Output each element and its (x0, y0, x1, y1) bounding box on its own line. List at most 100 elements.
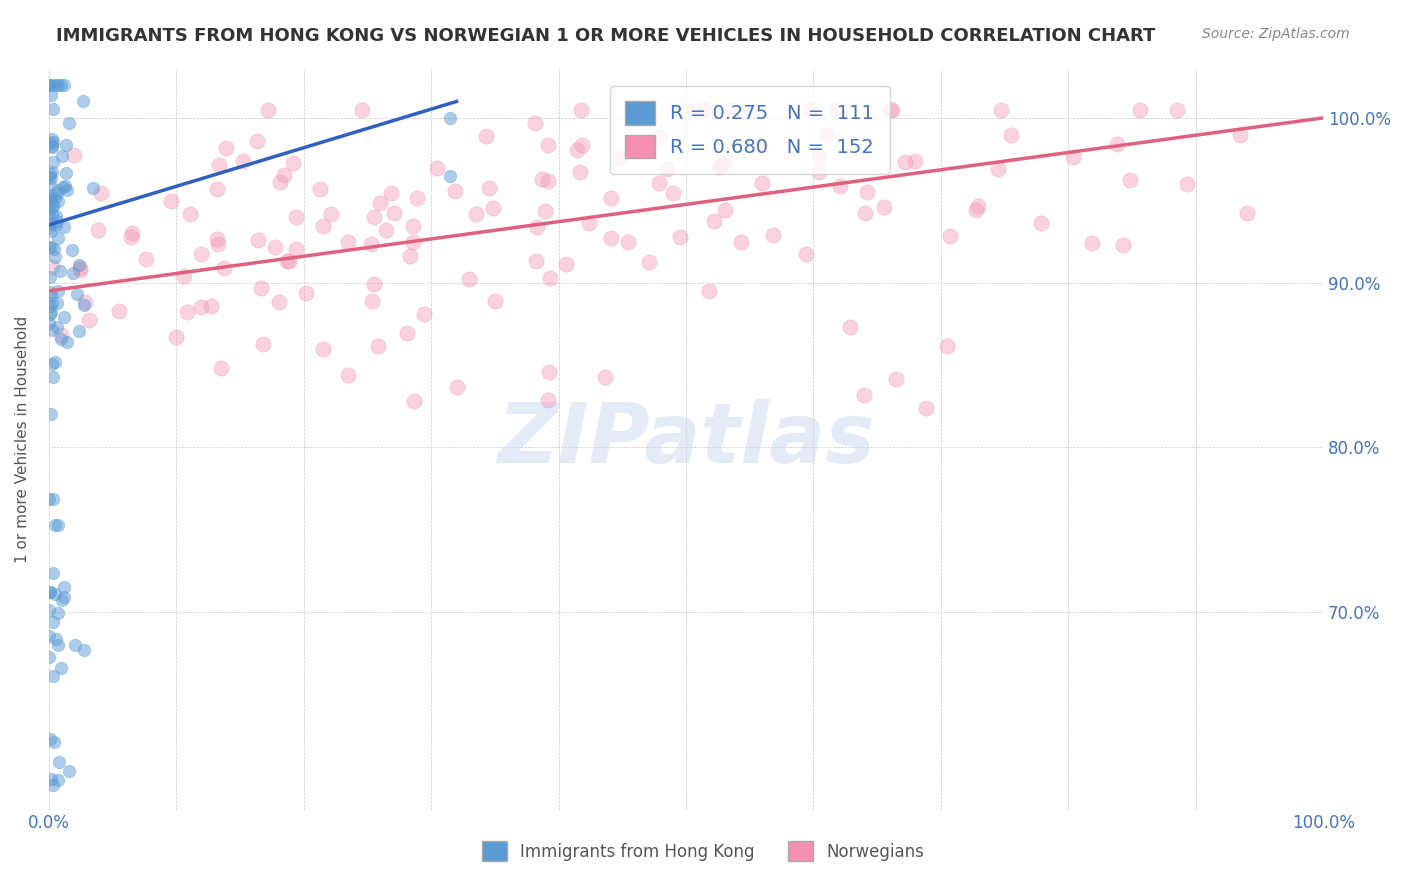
Point (52, 78, 75, 92)
Point (52, 180, 75, 194)
Point (52, 580, 75, 594)
Point (38, 221, 60, 235)
Text: IMMIGRANTS FROM HONG KONG VS NORWEGIAN 1 OR MORE VEHICLES IN HOUSEHOLD CORRELATI: IMMIGRANTS FROM HONG KONG VS NORWEGIAN 1… (56, 27, 1156, 45)
Point (1229, 128, 1251, 143)
Point (439, 111, 461, 125)
Point (697, 284, 720, 298)
Point (264, 240, 287, 254)
Point (42, 669, 65, 683)
Point (41, 260, 63, 274)
Point (42, 615, 65, 630)
Point (936, 339, 959, 353)
Point (66, 286, 89, 301)
Point (55, 138, 77, 153)
Point (46, 606, 69, 620)
Point (252, 337, 274, 351)
Point (39, 240, 62, 254)
Point (108, 303, 131, 318)
Point (748, 138, 770, 153)
Point (312, 342, 335, 356)
Point (1119, 173, 1142, 187)
Point (46, 296, 69, 310)
Point (46, 285, 69, 299)
Point (537, 173, 560, 187)
Point (873, 200, 896, 214)
Point (695, 103, 717, 117)
Point (39, 193, 62, 207)
Point (38, 170, 60, 185)
Point (1062, 150, 1084, 164)
Point (42, 491, 65, 506)
Point (39, 269, 62, 284)
Point (337, 235, 360, 249)
Point (446, 379, 468, 393)
Point (49, 78, 72, 92)
Point (569, 165, 592, 179)
Point (38, 308, 60, 322)
Point (600, 191, 623, 205)
Point (38, 136, 60, 150)
Point (311, 219, 333, 233)
Point (523, 116, 546, 130)
Point (51, 332, 73, 346)
Point (51, 661, 73, 675)
Point (173, 268, 195, 283)
Point (939, 229, 962, 244)
Point (39, 407, 62, 421)
Point (45, 219, 67, 233)
Point (360, 237, 382, 252)
Point (45, 186, 67, 201)
Point (41, 323, 63, 337)
Point (799, 103, 821, 117)
Point (42, 102, 65, 116)
Point (281, 156, 304, 170)
Point (762, 227, 785, 242)
Point (714, 153, 737, 168)
Point (73, 642, 96, 657)
Point (41, 296, 63, 310)
Point (90, 186, 112, 200)
Point (38, 78, 60, 92)
Point (38, 240, 60, 254)
Point (38, 208, 60, 222)
Point (67, 258, 90, 272)
Point (807, 149, 830, 163)
Point (894, 154, 917, 169)
Point (42, 136, 65, 150)
Point (536, 137, 558, 152)
Point (53, 178, 76, 193)
Point (55, 334, 77, 349)
Point (830, 179, 852, 194)
Point (38, 650, 60, 665)
Point (465, 207, 488, 221)
Point (382, 206, 405, 220)
Point (49, 264, 72, 278)
Point (42, 243, 65, 257)
Point (77, 312, 100, 326)
Point (526, 254, 548, 268)
Point (190, 247, 212, 261)
Point (284, 242, 307, 256)
Point (39, 585, 62, 599)
Point (51, 593, 73, 607)
Point (368, 196, 391, 211)
Point (879, 103, 901, 117)
Point (405, 190, 427, 204)
Point (39, 305, 62, 319)
Point (42, 778, 65, 792)
Point (205, 181, 228, 195)
Point (205, 232, 228, 246)
Point (669, 230, 692, 244)
Point (39, 299, 62, 313)
Point (41, 78, 63, 92)
Point (38, 201, 60, 215)
Point (404, 393, 426, 408)
Point (44, 587, 66, 601)
Point (399, 249, 422, 263)
Point (267, 294, 290, 309)
Point (45, 78, 67, 92)
Point (367, 339, 389, 353)
Point (60, 243, 83, 257)
Point (176, 305, 198, 319)
Point (396, 326, 419, 340)
